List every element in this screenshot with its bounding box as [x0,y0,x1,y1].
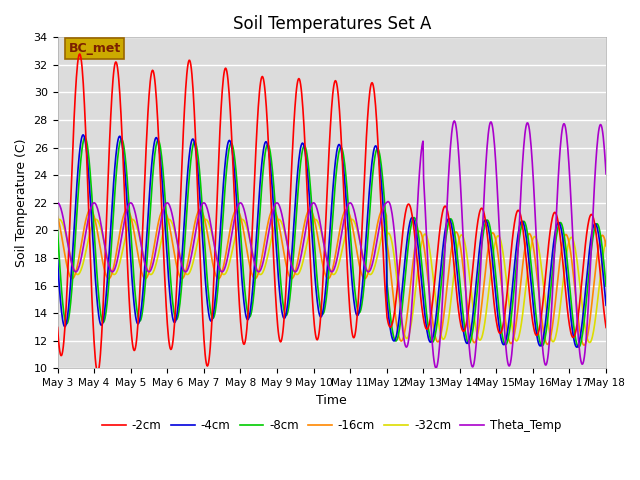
-8cm [80,136,88,142]
-2cm [584,220,592,226]
-16cm [282,257,289,263]
Theta_Temp [54,200,61,206]
-2cm [282,280,290,286]
-16cm [575,324,583,329]
-8cm [54,228,61,233]
-32cm [165,216,173,222]
-8cm [156,142,164,148]
-16cm [80,227,88,232]
-8cm [81,135,89,141]
X-axis label: Time: Time [316,394,347,407]
-32cm [378,235,385,241]
-8cm [576,343,584,349]
-32cm [282,234,289,240]
-16cm [54,214,61,219]
-32cm [602,238,610,243]
-4cm [54,257,61,263]
Theta_Temp [377,216,385,222]
Y-axis label: Soil Temperature (C): Soil Temperature (C) [15,139,28,267]
Line: -4cm: -4cm [58,135,606,347]
-2cm [378,222,386,228]
-32cm [586,340,593,346]
-16cm [602,243,610,249]
-4cm [282,312,289,318]
Line: -16cm: -16cm [58,210,606,345]
-2cm [157,177,164,182]
-16cm [377,209,385,215]
Theta_Temp [156,227,163,233]
Theta_Temp [584,302,592,308]
Line: -8cm: -8cm [58,138,606,347]
-4cm [576,336,584,342]
Theta_Temp [576,350,584,356]
-8cm [575,344,582,350]
-2cm [76,51,84,57]
Line: -2cm: -2cm [58,54,606,372]
-4cm [573,344,580,350]
-4cm [378,179,385,185]
-8cm [282,312,289,318]
Theta_Temp [451,118,458,124]
Title: Soil Temperatures Set A: Soil Temperatures Set A [232,15,431,33]
-16cm [379,207,387,213]
-32cm [156,247,163,252]
Theta_Temp [80,241,88,247]
-16cm [156,216,163,221]
-2cm [602,324,610,330]
-32cm [80,257,88,263]
-32cm [54,218,61,224]
-2cm [81,101,88,107]
Text: BC_met: BC_met [68,42,121,55]
-32cm [584,337,591,343]
Line: Theta_Temp: Theta_Temp [58,121,606,368]
-8cm [584,277,592,283]
-8cm [378,162,385,168]
Theta_Temp [433,365,440,371]
-4cm [156,153,164,158]
-2cm [54,324,61,330]
-4cm [81,134,88,140]
-8cm [602,283,610,289]
Theta_Temp [282,229,289,235]
-4cm [602,302,610,308]
-4cm [79,132,87,138]
Theta_Temp [602,171,610,177]
-2cm [93,369,101,375]
Legend: -2cm, -4cm, -8cm, -16cm, -32cm, Theta_Temp: -2cm, -4cm, -8cm, -16cm, -32cm, Theta_Te… [97,414,566,436]
-16cm [584,329,592,335]
-32cm [575,276,583,281]
-16cm [580,342,588,348]
-2cm [576,299,584,305]
-4cm [584,258,592,264]
Line: -32cm: -32cm [58,219,606,343]
